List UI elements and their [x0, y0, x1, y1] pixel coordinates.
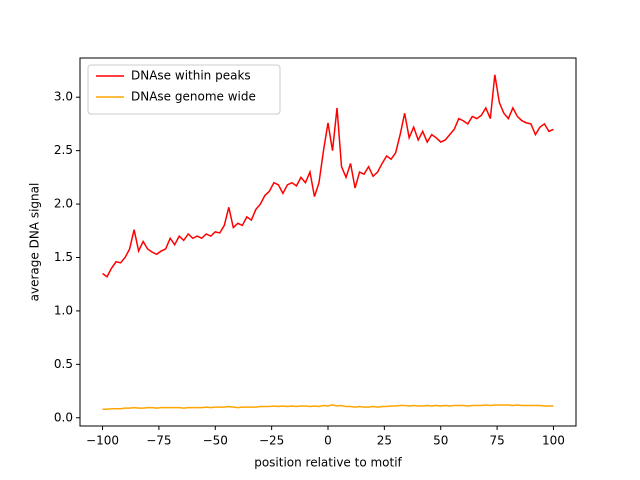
x-tick-label: −100: [86, 434, 119, 448]
y-tick-label: 0.5: [54, 357, 73, 371]
y-tick-label: 2.5: [54, 143, 73, 157]
x-tick-label: 100: [542, 434, 565, 448]
x-tick-label: 75: [489, 434, 504, 448]
x-tick-label: 25: [377, 434, 392, 448]
y-axis-label: average DNA signal: [28, 183, 42, 302]
y-tick-label: 2.0: [54, 197, 73, 211]
y-tick-label: 1.0: [54, 303, 73, 317]
data-line: [102, 74, 554, 278]
x-tick-label: −25: [259, 434, 284, 448]
y-tick-label: 0.0: [54, 410, 73, 424]
x-tick-label: −75: [146, 434, 171, 448]
x-tick-label: 0: [324, 434, 332, 448]
legend-label: DNAse genome wide: [131, 90, 256, 104]
x-tick-label: 50: [433, 434, 448, 448]
legend-label: DNAse within peaks: [131, 69, 251, 83]
x-axis-label: position relative to motif: [254, 456, 402, 470]
x-tick-label: −50: [203, 434, 228, 448]
y-tick-label: 1.5: [54, 250, 73, 264]
legend-box: [87, 64, 281, 115]
y-tick-label: 3.0: [54, 90, 73, 104]
data-line: [102, 404, 554, 410]
